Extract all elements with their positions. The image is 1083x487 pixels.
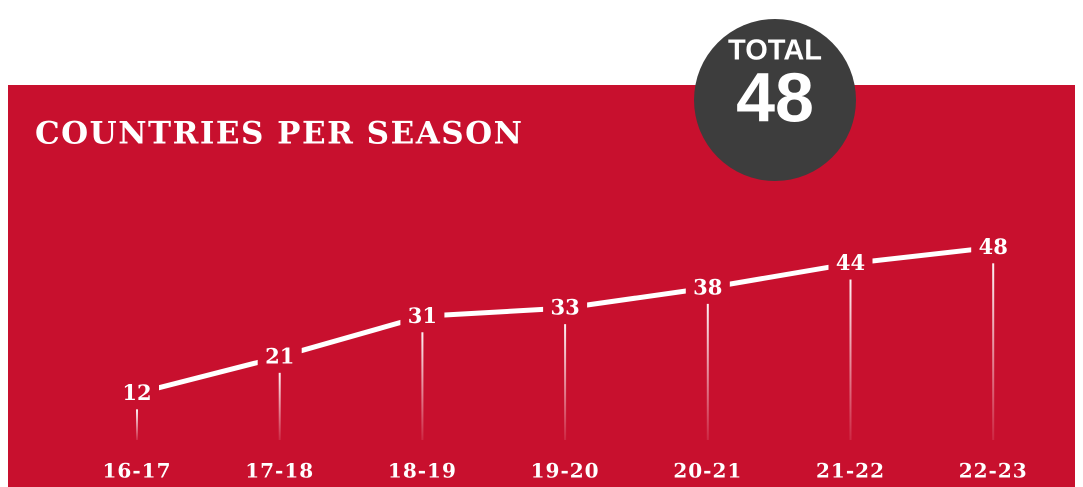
stem <box>992 263 995 440</box>
total-label: TOTAL <box>728 35 822 67</box>
label-backdrop <box>400 301 445 332</box>
label-backdrop <box>257 341 302 372</box>
chart-title: COUNTRIES PER SEASON <box>35 116 523 152</box>
label-backdrop <box>543 293 588 324</box>
value-label: 21 <box>265 343 294 368</box>
x-tick-label: 22-23 <box>959 459 1028 483</box>
value-label: 12 <box>122 380 151 405</box>
plot: 12 21 31 33 38 44 48 16-17 17-18 18-19 19-20 20-21 2… <box>103 232 1028 483</box>
stem <box>278 372 281 440</box>
value-label: 48 <box>979 234 1008 259</box>
stem <box>849 279 852 440</box>
value-label: 38 <box>693 274 722 299</box>
stem <box>706 303 709 440</box>
stem <box>136 409 138 440</box>
label-backdrop <box>685 272 730 303</box>
label-backdrop <box>971 232 1016 263</box>
value-label: 44 <box>836 250 865 275</box>
value-label: 33 <box>550 295 579 320</box>
x-tick-label: 21-22 <box>816 459 885 483</box>
stem <box>564 324 567 440</box>
value-label: 31 <box>408 303 437 328</box>
x-tick-label: 16-17 <box>103 459 172 483</box>
x-tick-label: 18-19 <box>388 459 457 483</box>
label-backdrop <box>828 248 873 279</box>
x-tick-label: 17-18 <box>245 459 314 483</box>
panel <box>8 85 1075 487</box>
label-backdrop <box>115 378 159 409</box>
x-tick-label: 19-20 <box>531 459 600 483</box>
stem <box>421 332 424 440</box>
total-badge <box>694 19 856 181</box>
x-tick-label: 20-21 <box>673 459 742 483</box>
total-value: 48 <box>736 58 814 136</box>
